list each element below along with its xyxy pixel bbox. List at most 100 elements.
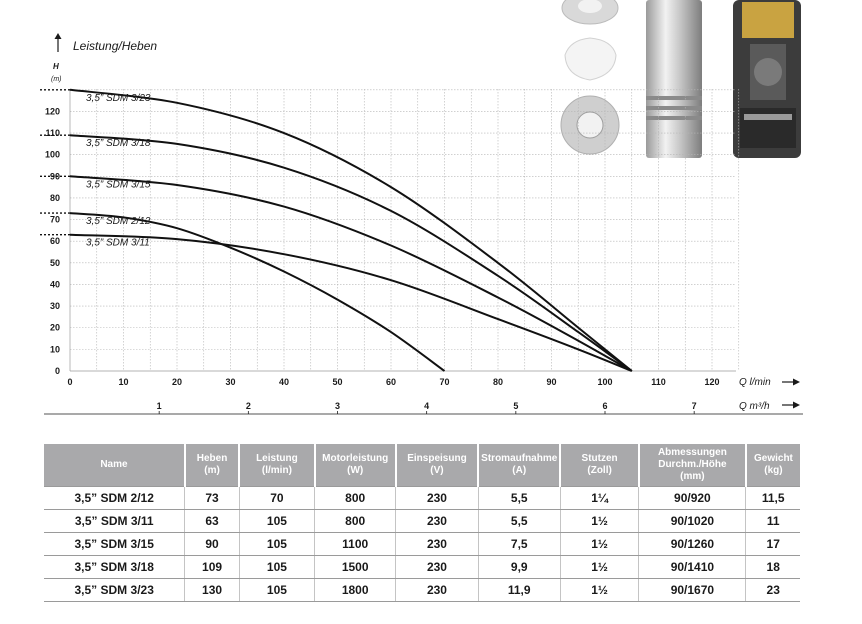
performance-curves — [40, 88, 633, 372]
cell-gewicht: 11 — [745, 509, 800, 533]
performance-chart: Leistung/Heben H (m) 0102030405060708090… — [40, 0, 803, 415]
pump-parts-photo — [560, 0, 620, 155]
cell-motorleistung: 800 — [314, 509, 397, 533]
header-heben: Heben (m) — [184, 444, 241, 487]
cell-stromaufnahme: 7,5 — [478, 532, 561, 556]
header-leistung-text: Leistung — [256, 453, 298, 464]
header-abmessungen: Abmessungen Durchm./Höhe (mm) — [638, 444, 747, 487]
curve-labels: 3,5” SDM 3/23 3,5” SDM 3/18 3,5” SDM 3/15 3… — [86, 93, 151, 249]
y-tick-label: 40 — [50, 279, 60, 289]
cell-stutzen: 1½ — [560, 555, 640, 579]
header-name-text: Name — [100, 459, 128, 470]
cell-leistung: 70 — [239, 486, 316, 510]
header-einspeisung: Einspeisung (V) — [395, 444, 480, 487]
y-tick-label: 110 — [45, 128, 60, 138]
series-curve — [69, 88, 633, 372]
cell-abmessungen: 90/920 — [638, 486, 747, 510]
chart-title: Leistung/Heben — [73, 39, 157, 53]
cell-stromaufnahme: 5,5 — [478, 509, 561, 533]
header-stutzen-unit: (Zoll) — [587, 465, 612, 476]
header-einspeisung-unit: (V) — [430, 465, 444, 476]
y-tick-label: 0 — [55, 366, 60, 376]
y-tick-label: 90 — [50, 171, 60, 181]
y-tick-label: 20 — [50, 323, 60, 333]
series-label: 3,5” SDM 3/11 — [86, 238, 150, 249]
x2-tick-label: 3 — [335, 401, 340, 411]
cell-name: 3,5” SDM 3/15 — [44, 532, 186, 556]
cell-einspeisung: 230 — [395, 509, 479, 533]
cell-gewicht: 18 — [745, 555, 800, 579]
cell-stutzen: 1½ — [560, 532, 640, 556]
header-stutzen: Stutzen (Zoll) — [560, 444, 640, 487]
y-tick-label: 30 — [50, 301, 60, 311]
x-tick-label: 120 — [704, 377, 719, 387]
x-tick-label: 100 — [597, 377, 612, 387]
x2-tick-label: 5 — [513, 401, 518, 411]
y-tick-label: 60 — [50, 236, 60, 246]
table-row: 3,5” SDM 3/18 109 105 1500 230 9,9 1½ 90… — [44, 555, 800, 579]
cell-heben: 130 — [184, 578, 240, 602]
cell-motorleistung: 1800 — [314, 578, 397, 602]
header-name: Name — [44, 444, 186, 487]
series-label: 3,5” SDM 3/18 — [86, 138, 151, 149]
series-label: 3,5” SDM 2/12 — [86, 216, 151, 227]
header-motorleistung-unit: (W) — [347, 465, 364, 476]
cell-abmessungen: 90/1260 — [638, 532, 747, 556]
cell-einspeisung: 230 — [395, 578, 479, 602]
header-gewicht: Gewicht (kg) — [745, 444, 800, 487]
cell-stutzen: 1¼ — [560, 486, 640, 510]
cell-heben: 90 — [184, 532, 240, 556]
cell-stutzen: 1½ — [560, 509, 640, 533]
header-stromaufnahme: Stromaufnahme (A) — [478, 444, 562, 487]
y-tick-label: 70 — [50, 215, 60, 225]
x-tick-labels: 0 10 20 30 40 50 60 70 80 90 100 110 120 — [67, 377, 719, 387]
x-tick-label: 20 — [172, 377, 182, 387]
y-tick-label: 50 — [50, 258, 60, 268]
y-axis-unit: (m) — [51, 76, 62, 83]
series-curve — [69, 134, 633, 372]
x-tick-label: 60 — [386, 377, 396, 387]
header-abmessungen-text: Abmessungen — [657, 447, 727, 458]
y-axis-arrow — [54, 33, 62, 52]
cell-motorleistung: 800 — [314, 486, 397, 510]
cell-einspeisung: 230 — [395, 555, 479, 579]
header-stromaufnahme-text: Stromaufnahme — [481, 453, 558, 464]
cell-leistung: 105 — [239, 532, 316, 556]
x2-axis-label: Q m³/h — [739, 401, 770, 412]
plot-grid — [69, 89, 740, 372]
header-heben-text: Heben — [196, 453, 228, 464]
x-tick-label: 10 — [118, 377, 128, 387]
x2-tick-label: 7 — [692, 401, 697, 411]
y-tick-label: 120 — [45, 106, 60, 116]
cell-motorleistung: 1500 — [314, 555, 397, 579]
cell-gewicht: 11,5 — [745, 486, 800, 510]
x-tick-label: 70 — [439, 377, 449, 387]
cell-name: 3,5” SDM 2/12 — [44, 486, 186, 510]
cell-gewicht: 17 — [745, 532, 800, 556]
header-motorleistung: Motorleistung (W) — [314, 444, 397, 487]
cell-abmessungen: 90/1670 — [638, 578, 747, 602]
cell-stromaufnahme: 9,9 — [478, 555, 561, 579]
y-tick-label: 80 — [50, 193, 60, 203]
y-tick-labels: 0 10 20 30 40 50 60 70 80 90 100 110 120 — [45, 106, 60, 376]
series-curve — [69, 175, 633, 372]
x2-tick-labels: 1 2 3 4 5 6 7 — [157, 401, 697, 414]
header-leistung: Leistung (l/min) — [239, 444, 316, 487]
cell-name: 3,5” SDM 3/11 — [44, 509, 186, 533]
cell-abmessungen: 90/1020 — [638, 509, 747, 533]
x2-tick-label: 4 — [424, 401, 429, 411]
cell-heben: 63 — [184, 509, 240, 533]
cell-stromaufnahme: 5,5 — [478, 486, 561, 510]
x-tick-label: 90 — [546, 377, 556, 387]
cell-abmessungen: 90/1410 — [638, 555, 747, 579]
x2-tick-label: 6 — [602, 401, 607, 411]
cell-leistung: 105 — [239, 578, 316, 602]
header-motorleistung-text: Motorleistung — [322, 453, 389, 464]
x-tick-label: 0 — [67, 377, 72, 387]
spec-table: Name Heben (m) Leistung (l/min) Motorleist… — [44, 444, 800, 602]
pump-body-photo — [646, 0, 702, 158]
spec-table-header: Name Heben (m) Leistung (l/min) Motorleist… — [44, 444, 800, 487]
cell-stutzen: 1½ — [560, 578, 640, 602]
x-tick-label: 50 — [332, 377, 342, 387]
x-tick-label: 80 — [493, 377, 503, 387]
